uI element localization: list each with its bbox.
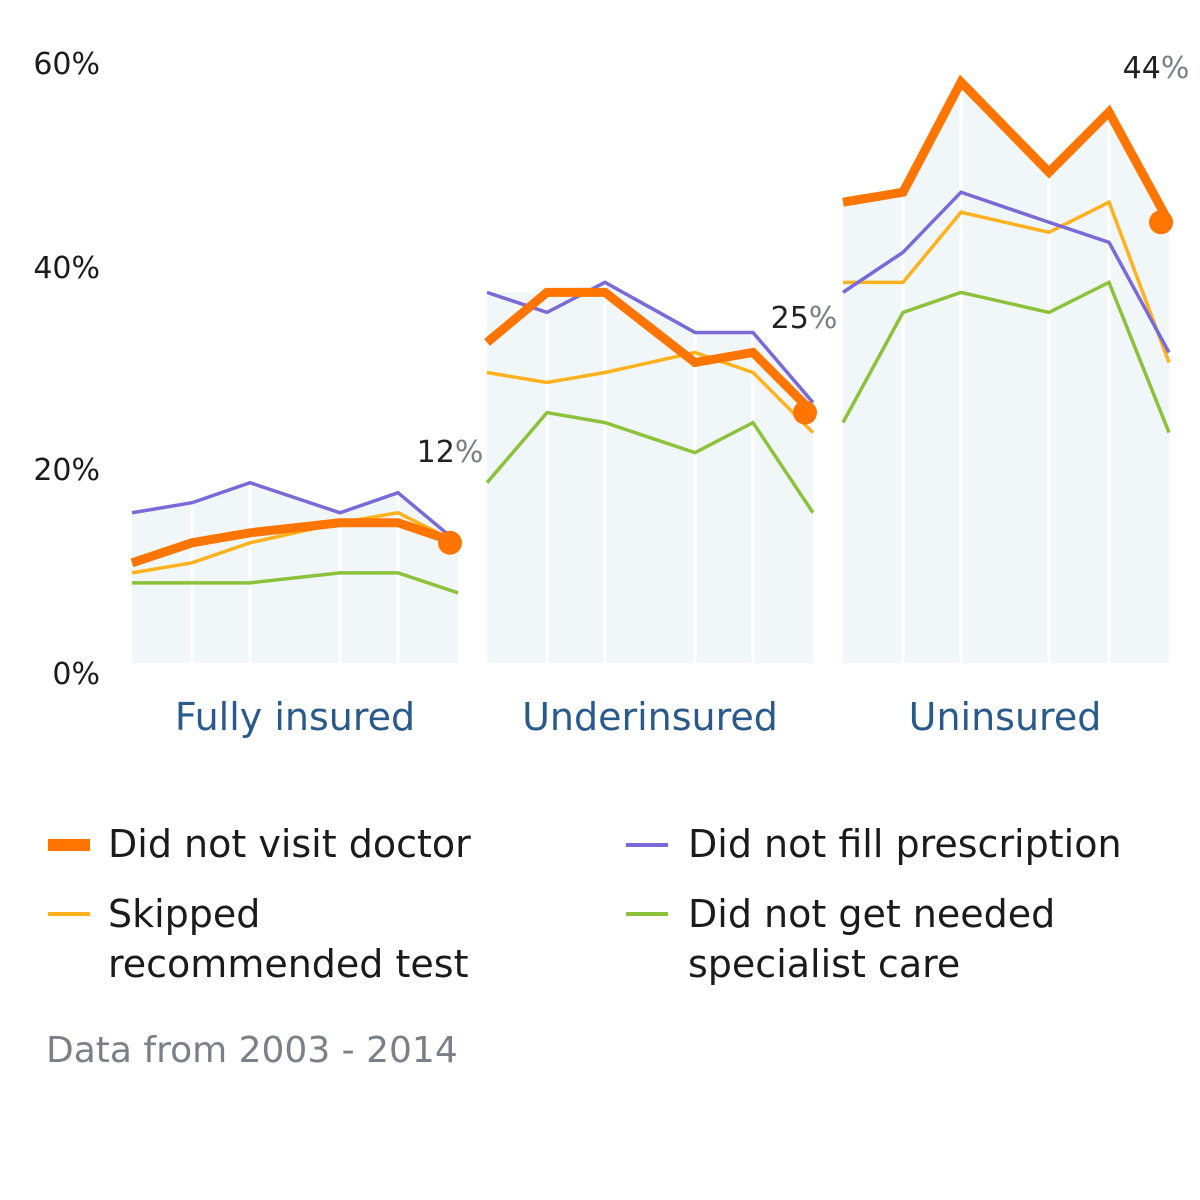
- end-point-marker: [1149, 210, 1173, 235]
- group-label-fully-insured: Fully insured: [175, 695, 415, 739]
- y-tick-label: 20%: [33, 453, 100, 488]
- panel-background-underinsured: [487, 282, 813, 663]
- group-label-uninsured: Uninsured: [909, 695, 1102, 739]
- series-line-skipped-recommended-test: [843, 199, 1171, 364]
- panel-background-fully-insured: [132, 482, 458, 663]
- legend-label: Did not fill prescription: [688, 822, 1122, 866]
- end-point-marker: [438, 530, 462, 555]
- legend-label: Did not visit doctor: [108, 822, 471, 866]
- legend-item-did-not-fill-prescription: Did not fill prescription: [626, 822, 1122, 866]
- legend-label: specialist care: [688, 942, 960, 986]
- panel-background-uninsured: [843, 82, 1169, 664]
- panel-underinsured: [484, 280, 817, 663]
- end-point-marker: [793, 400, 817, 425]
- series-line-skipped-recommended-test: [486, 350, 815, 434]
- series-line-did-not-get-needed-specialist-care: [132, 571, 459, 595]
- end-value-number: 12: [417, 435, 455, 470]
- legend-item-did-not-visit-doctor: Did not visit doctor: [48, 822, 471, 866]
- series-line-skipped-recommended-test: [131, 510, 459, 575]
- end-value-number: 25: [771, 301, 809, 336]
- series-line-did-not-visit-doctor: [130, 518, 460, 568]
- y-tick-label: 0%: [52, 657, 100, 692]
- end-value-number: 44: [1123, 51, 1161, 86]
- legend-item-did-not-get-needed-specialist-care: Did not get needed specialist care: [626, 892, 1055, 986]
- series-line-did-not-fill-prescription: [486, 280, 815, 404]
- legend-label: Skipped: [108, 892, 260, 936]
- series-line-did-not-get-needed-specialist-care: [841, 279, 1171, 434]
- plot-area: [130, 74, 1173, 664]
- end-value-label-underinsured: 25%: [771, 301, 838, 336]
- end-value-labels: 12% 25% 44%: [417, 51, 1190, 470]
- end-value-label-uninsured: 44%: [1123, 51, 1190, 86]
- y-tick-label: 40%: [33, 251, 100, 286]
- series-line-did-not-get-needed-specialist-care: [485, 410, 815, 514]
- panel-fully-insured: [130, 480, 462, 663]
- series-line-did-not-visit-doctor: [484, 287, 817, 416]
- panel-uninsured: [841, 74, 1173, 664]
- legend-label: recommended test: [108, 942, 468, 986]
- group-labels: Fully insured Underinsured Uninsured: [175, 695, 1102, 739]
- series-line-did-not-fill-prescription: [131, 480, 460, 545]
- legend: Did not visit doctor Skipped recommended…: [48, 822, 1122, 986]
- series-line-did-not-visit-doctor: [842, 74, 1173, 225]
- end-value-percent: %: [1161, 51, 1190, 86]
- end-value-label-fully-insured: 12%: [417, 435, 484, 470]
- end-value-percent: %: [455, 435, 484, 470]
- y-axis: 0% 20% 40% 60%: [33, 47, 100, 692]
- series-line-did-not-fill-prescription: [842, 190, 1171, 354]
- group-label-underinsured: Underinsured: [522, 695, 778, 739]
- y-tick-label: 60%: [33, 47, 100, 82]
- footnote: Data from 2003 - 2014: [46, 1030, 458, 1071]
- legend-item-skipped-recommended-test: Skipped recommended test: [48, 892, 468, 986]
- legend-label: Did not get needed: [688, 892, 1055, 936]
- end-value-percent: %: [809, 301, 838, 336]
